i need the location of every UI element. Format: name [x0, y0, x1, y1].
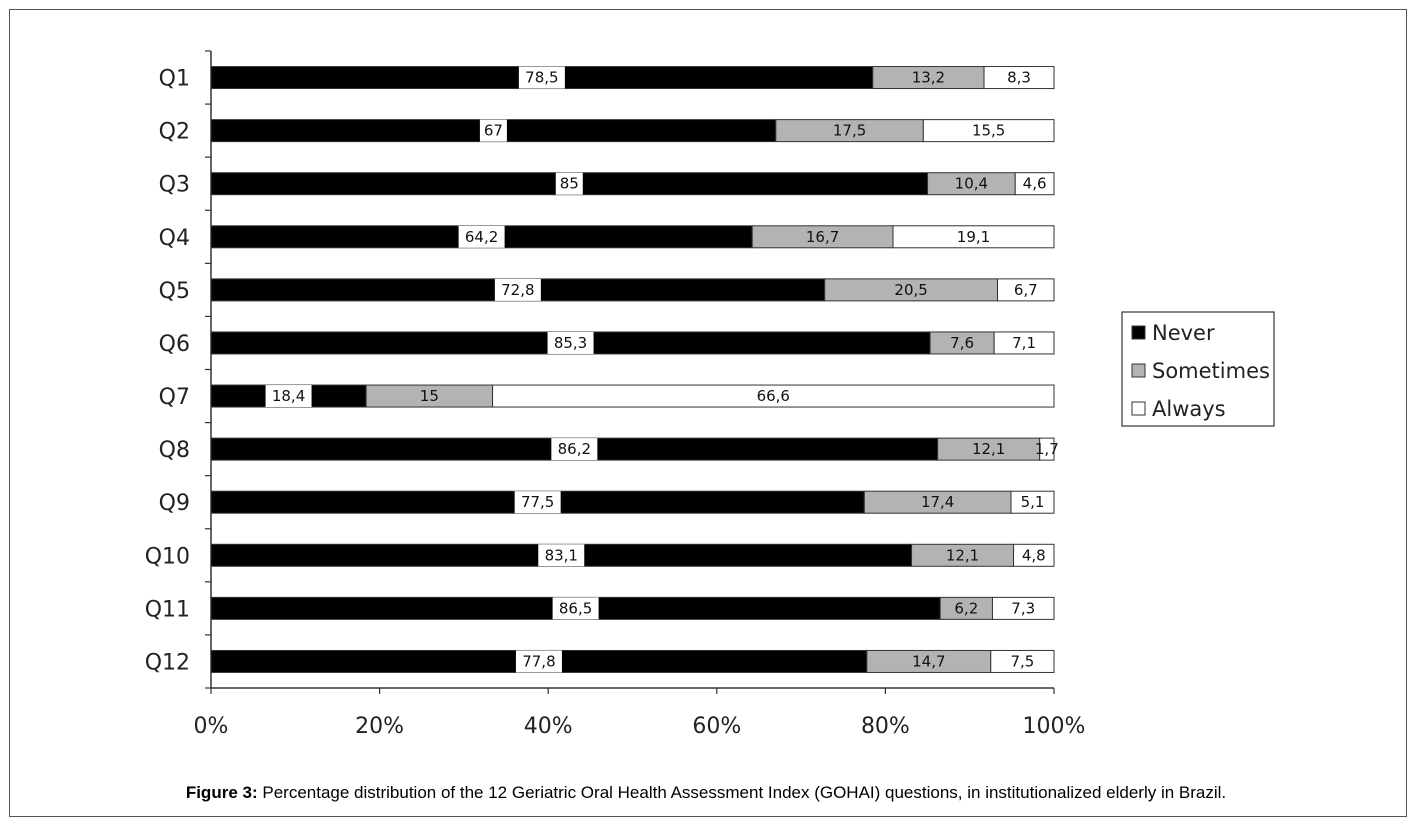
category-label: Q12 — [145, 650, 190, 675]
data-label: 77,8 — [522, 652, 555, 670]
data-label: 67 — [484, 122, 503, 140]
caption-text: Percentage distribution of the 12 Geriat… — [262, 783, 1227, 802]
legend-label-sometimes: Sometimes — [1152, 359, 1270, 383]
data-label-bg — [479, 119, 507, 142]
figure-caption: Figure 3: Percentage distribution of the… — [0, 783, 1412, 803]
data-label: 17,4 — [921, 493, 954, 511]
category-label: Q10 — [145, 544, 190, 569]
data-label-bg — [551, 438, 598, 461]
bar-segment-always — [922, 119, 1055, 143]
data-label: 6,2 — [954, 599, 978, 617]
data-label-bg — [538, 544, 585, 567]
data-label: 66,6 — [757, 387, 790, 405]
category-label: Q8 — [159, 438, 190, 463]
bar-segment-always — [1014, 172, 1055, 196]
plot-area: 0% 20% 40% 60% 80% 100% Q1 78,5 13,2 8,3 Q2 67 17,5 1… — [145, 50, 1086, 739]
legend-swatch-never — [1131, 325, 1146, 340]
legend-box — [1121, 311, 1275, 427]
category-label: Q3 — [159, 173, 190, 198]
bar-segment-always — [991, 596, 1055, 620]
legend-swatch-always — [1131, 401, 1146, 416]
data-label: 16,7 — [806, 228, 839, 246]
x-tick-label: 20% — [355, 714, 404, 739]
x-tick-label: 60% — [692, 714, 741, 739]
data-label: 6,7 — [1014, 281, 1038, 299]
data-label: 14,7 — [912, 652, 945, 670]
data-label: 64,2 — [465, 228, 498, 246]
data-label: 85,3 — [554, 334, 587, 352]
bar-segment-always — [1039, 437, 1055, 461]
category-label: Q9 — [159, 491, 190, 516]
data-label: 18,4 — [272, 387, 305, 405]
data-label: 13,2 — [912, 69, 945, 87]
data-label-bg — [547, 331, 594, 354]
stacked-bar-chart: 0% 20% 40% 60% 80% 100% Q1 78,5 13,2 8,3 Q2 67 17,5 1… — [145, 50, 1275, 739]
category-label: Q6 — [159, 332, 190, 357]
data-label: 7,1 — [1012, 334, 1036, 352]
data-label: 86,5 — [559, 599, 592, 617]
x-tick-label: 100% — [1023, 714, 1086, 739]
x-tick-label: 0% — [194, 714, 229, 739]
data-label: 83,1 — [545, 546, 578, 564]
data-label: 86,2 — [558, 440, 591, 458]
data-label: 15,5 — [972, 122, 1005, 140]
data-label: 77,5 — [521, 493, 554, 511]
data-label: 17,5 — [833, 122, 866, 140]
data-label: 19,1 — [957, 228, 990, 246]
data-label-bg — [552, 597, 599, 620]
data-label: 7,5 — [1010, 652, 1034, 670]
data-label: 85 — [560, 175, 579, 193]
data-label: 4,6 — [1023, 175, 1047, 193]
x-tick-label: 80% — [861, 714, 910, 739]
bar-segment-always — [1010, 490, 1055, 514]
bar-segment-always — [983, 66, 1055, 90]
x-tick-label: 40% — [524, 714, 573, 739]
caption-prefix: Figure 3: — [185, 783, 258, 802]
data-label: 1,7 — [1035, 440, 1059, 458]
data-label-bg — [514, 491, 561, 514]
data-label-bg — [265, 385, 312, 408]
data-label-bg — [494, 278, 541, 301]
data-label: 10,4 — [955, 175, 988, 193]
category-label: Q5 — [159, 279, 190, 304]
figure-frame — [9, 9, 1407, 817]
category-label: Q2 — [159, 120, 190, 145]
data-label-bg — [518, 66, 565, 89]
data-label: 12,1 — [946, 546, 979, 564]
bar-segment-always — [990, 649, 1055, 673]
data-label: 15 — [420, 387, 439, 405]
data-label: 7,3 — [1011, 599, 1035, 617]
data-label: 5,1 — [1021, 493, 1045, 511]
data-label-bg — [515, 650, 562, 673]
category-label: Q7 — [159, 385, 190, 410]
data-label: 72,8 — [501, 281, 534, 299]
bar-segment-always — [997, 278, 1055, 302]
legend-label-never: Never — [1152, 321, 1215, 345]
category-label: Q11 — [145, 597, 190, 622]
data-label: 8,3 — [1007, 69, 1031, 87]
data-label: 78,5 — [525, 69, 558, 87]
legend-swatch-sometimes — [1131, 363, 1146, 378]
category-label: Q1 — [159, 67, 190, 92]
data-label: 12,1 — [972, 440, 1005, 458]
legend: Never Sometimes Always — [1121, 311, 1275, 427]
bar-segment-always — [892, 225, 1055, 249]
data-label: 7,6 — [950, 334, 974, 352]
bar-segment-always — [1013, 543, 1055, 567]
data-label: 20,5 — [894, 281, 927, 299]
bar-segment-always — [492, 384, 1055, 408]
category-label: Q4 — [159, 226, 190, 251]
data-label: 4,8 — [1022, 546, 1046, 564]
data-label-bg — [458, 225, 505, 248]
bar-segment-always — [993, 331, 1055, 355]
data-label-bg — [555, 172, 583, 195]
legend-label-always: Always — [1152, 397, 1226, 421]
